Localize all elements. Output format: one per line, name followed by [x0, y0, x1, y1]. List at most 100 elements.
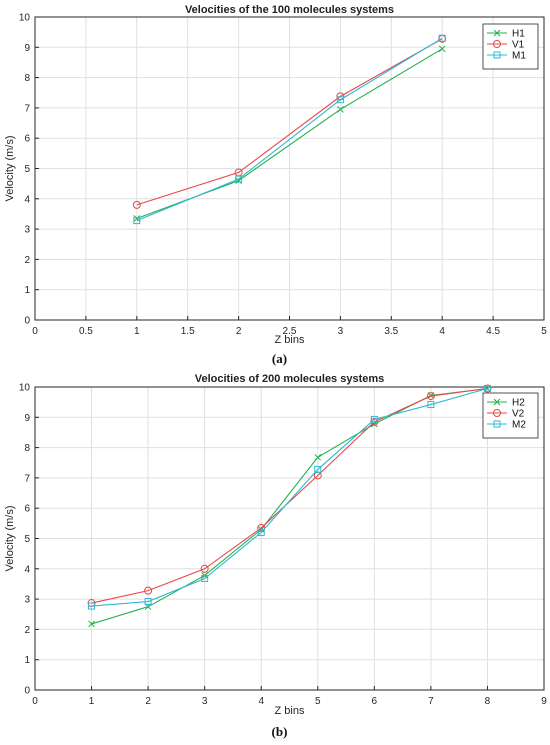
data-point-h1	[133, 215, 141, 222]
data-point-h1	[337, 106, 344, 113]
legend-item: H1	[487, 29, 525, 40]
x-tick-label: 3.5	[384, 326, 398, 337]
legend-marker	[493, 409, 501, 417]
data-point-m1	[438, 34, 446, 42]
legend-label: H2	[512, 398, 525, 409]
data-point-v1	[132, 200, 141, 209]
legend-item: M2	[487, 420, 526, 431]
y-tick-label: 6	[24, 134, 30, 145]
y-tick-label: 3	[24, 595, 30, 606]
legend-marker	[493, 40, 501, 48]
series-line-m1	[136, 37, 443, 222]
x-axis-label: Z bins	[275, 705, 305, 717]
figure-caption: (b)	[272, 724, 288, 739]
legend-item: H2	[487, 398, 525, 409]
legend-box	[482, 23, 539, 70]
chart-title: Velocities of 200 molecules systems	[195, 373, 385, 385]
data-point-m2	[144, 598, 152, 606]
legend-label: V2	[512, 409, 525, 420]
legend-label: H1	[512, 29, 525, 40]
y-tick-label: 2	[24, 255, 30, 266]
chart-title: Velocities of the 100 molecules systems	[185, 4, 394, 16]
y-tick-label: 1	[24, 285, 30, 296]
figure-caption: (a)	[272, 351, 287, 366]
legend-label: M1	[512, 51, 526, 62]
legend-marker	[493, 398, 501, 406]
y-tick-label: 10	[19, 383, 31, 394]
series-m2	[88, 385, 491, 610]
y-tick-label: 7	[24, 473, 30, 484]
chart-panel-a: 0 0.5 1 1.5 2 2.5 3 3.5 4 4.5 5 0 1 2 3 4 5 6 7 8 9 10 Velocit…	[4, 4, 547, 366]
legend-label: M2	[512, 420, 526, 431]
y-axis-label: Velocity (m/s)	[4, 135, 16, 201]
x-tick-label: 1	[89, 696, 95, 707]
legend-marker	[493, 29, 501, 37]
legend-item: M1	[487, 51, 526, 62]
y-tick-label: 8	[24, 73, 30, 84]
legend-item: V2	[487, 409, 525, 420]
data-point-h1	[235, 177, 242, 184]
x-tick-label: 3	[338, 326, 344, 337]
x-tick-label: 5	[541, 326, 547, 337]
y-tick-label: 4	[24, 194, 30, 205]
data-point-v2	[426, 392, 435, 401]
y-tick-label: 9	[24, 413, 30, 424]
x-tick-label: 1	[134, 326, 140, 337]
legend-item: V1	[487, 40, 525, 51]
x-tick-label: 8	[485, 696, 491, 707]
data-point-h2	[314, 453, 322, 461]
x-tick-label: 2	[236, 326, 242, 337]
series-m1	[133, 34, 446, 225]
x-tick-label: 2.5	[283, 326, 297, 337]
x-tick-label: 4.5	[486, 326, 500, 337]
y-tick-label: 2	[24, 625, 30, 636]
y-tick-label: 0	[24, 686, 30, 697]
x-tick-label: 0.5	[79, 326, 93, 337]
x-tick-label: 1.5	[181, 326, 195, 337]
data-point-m1	[235, 175, 243, 183]
legend-marker	[493, 420, 501, 428]
data-point-m2	[88, 602, 96, 610]
data-point-m2	[370, 415, 378, 423]
data-point-m2	[201, 574, 209, 582]
series-line-m2	[91, 387, 488, 607]
data-point-h2	[88, 620, 95, 628]
y-tick-label: 4	[24, 564, 30, 575]
y-tick-label: 8	[24, 443, 30, 454]
y-tick-label: 0	[24, 316, 30, 327]
y-tick-label: 7	[24, 103, 30, 114]
y-tick-label: 5	[24, 164, 30, 175]
chart-panel-b: 0 1 2 3 4 5 6 7 8 9 0 1 2 3 4 5 6 7 8 9 10 Velocities of 200 …	[4, 373, 547, 739]
y-axis-label: Velocity (m/s)	[4, 505, 16, 571]
y-tick-label: 3	[24, 225, 30, 236]
y-tick-label: 5	[24, 534, 30, 545]
legend-marker	[493, 51, 501, 59]
legend-box	[482, 392, 539, 439]
x-tick-label: 6	[372, 696, 378, 707]
y-tick-label: 1	[24, 655, 30, 666]
x-tick-label: 3	[202, 696, 208, 707]
data-point-m2	[257, 528, 265, 536]
y-tick-label: 9	[24, 43, 30, 54]
data-point-m2	[314, 465, 322, 473]
data-point-h1	[438, 45, 446, 53]
data-point-m2	[427, 401, 435, 409]
x-tick-label: 0	[32, 696, 38, 707]
x-tick-label: 9	[541, 696, 547, 707]
x-tick-label: 4	[439, 326, 445, 337]
data-point-m1	[133, 217, 141, 225]
x-tick-label: 5	[315, 696, 321, 707]
x-tick-label: 2	[145, 696, 151, 707]
x-axis-label: Z bins	[275, 334, 305, 346]
x-tick-label: 0	[32, 326, 38, 337]
data-point-v2	[144, 586, 153, 595]
y-tick-label: 6	[24, 504, 30, 515]
x-tick-label: 7	[428, 696, 434, 707]
legend-label: V1	[512, 40, 525, 51]
data-point-m1	[336, 96, 344, 104]
x-tick-label: 4	[258, 696, 264, 707]
data-point-m2	[483, 385, 491, 393]
